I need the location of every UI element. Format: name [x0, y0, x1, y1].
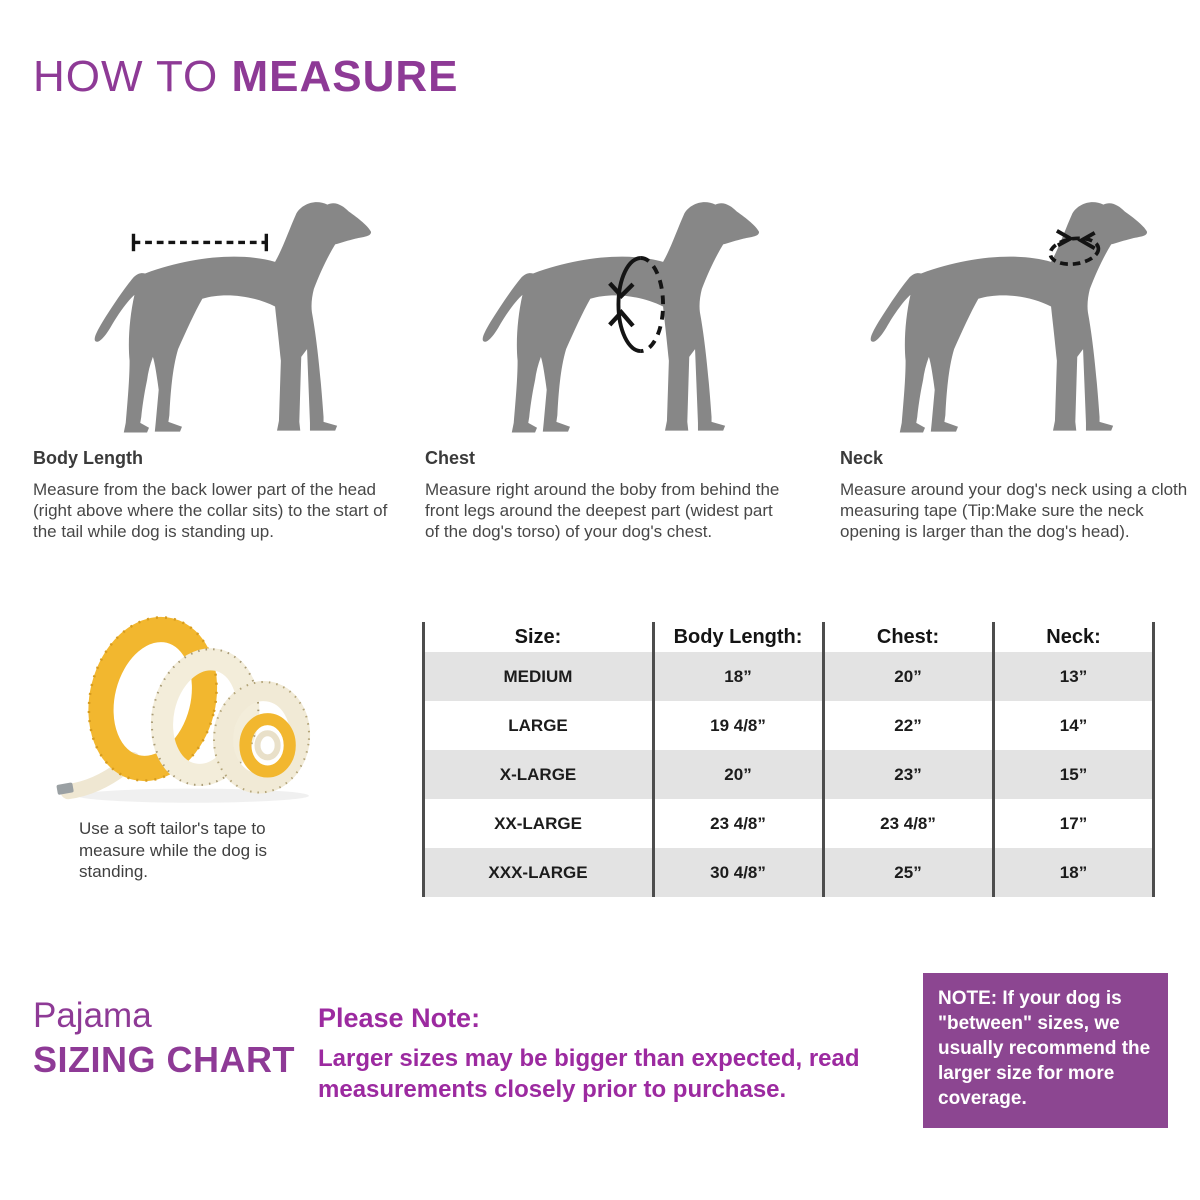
measurement-cell: 25”	[894, 862, 922, 882]
body-length-heading: Body Length	[33, 448, 143, 468]
page-title: HOW TO MEASURE	[33, 52, 459, 102]
measurement-cell: 23 4/8”	[880, 813, 936, 833]
size-table: Size: Body Length: Chest: Neck: MEDIUM 18” 20…	[422, 622, 1155, 897]
body-length-text: Measure from the back lower part of the …	[33, 480, 388, 541]
table-row: XXX-LARGE 30 4/8” 25” 18”	[423, 848, 1154, 897]
please-note-body: Larger sizes may be bigger than expected…	[318, 1045, 860, 1103]
page-title-light: HOW TO	[33, 52, 232, 101]
table-row: LARGE 19 4/8” 22” 14”	[423, 701, 1154, 750]
table-divider	[822, 622, 825, 897]
measurement-cell: 15”	[1059, 764, 1088, 784]
table-divider	[992, 622, 995, 897]
measurement-cell: 23”	[894, 764, 922, 784]
dog-silhouette	[870, 202, 1148, 433]
size-table-header: Size: Body Length: Chest: Neck:	[423, 622, 1154, 652]
measurement-cell: 20”	[724, 764, 752, 784]
measurement-cell: 30 4/8”	[710, 862, 766, 882]
neck-heading: Neck	[840, 448, 884, 468]
neck-text: Measure around your dog's neck using a c…	[840, 480, 1188, 541]
neck-girth-ellipse	[1048, 229, 1101, 266]
measurement-cell: 14”	[1059, 715, 1088, 735]
measurement-cell: 13”	[1059, 666, 1088, 686]
measurement-cell: 18”	[1059, 862, 1088, 882]
size-cell: X-LARGE	[499, 764, 577, 784]
product-name: Pajama	[33, 996, 152, 1035]
column-header: Size:	[514, 625, 562, 648]
size-cell: XX-LARGE	[494, 813, 582, 833]
table-divider	[422, 622, 425, 897]
size-cell: XXX-LARGE	[488, 862, 588, 882]
chest-heading: Chest	[425, 448, 476, 468]
page-title-bold: MEASURE	[231, 52, 459, 101]
table-divider	[1152, 622, 1155, 897]
table-row: MEDIUM 18” 20” 13”	[423, 652, 1154, 701]
table-divider	[652, 622, 655, 897]
chest-section: Chest Measure right around the boby from…	[425, 448, 787, 542]
table-row: XX-LARGE 23 4/8” 23 4/8” 17”	[423, 799, 1154, 848]
column-header: Body Length:	[673, 625, 803, 648]
measurement-cell: 20”	[894, 666, 922, 686]
body-length-section: Body Length Measure from the back lower …	[33, 448, 395, 542]
measurement-cell: 22”	[894, 715, 922, 735]
measurement-cell: 19 4/8”	[710, 715, 766, 735]
product-sizing-chart-label: Pajama SIZING CHART	[33, 995, 295, 1083]
size-cell: MEDIUM	[503, 666, 573, 686]
measurement-cell: 23 4/8”	[710, 813, 766, 833]
body-length-measure-line	[131, 233, 269, 252]
please-note-block: Please Note: Larger sizes may be bigger …	[318, 1003, 893, 1105]
chest-text: Measure right around the boby from behin…	[425, 480, 780, 541]
size-table-rows: MEDIUM 18” 20” 13” LARGE 19 4/8” 22” 14” X-LARGE…	[423, 652, 1154, 897]
dog-body-length-figure	[94, 202, 372, 433]
please-note-heading: Please Note:	[318, 1003, 481, 1033]
table-row: X-LARGE 20” 23” 15”	[423, 750, 1154, 799]
tape-measure-illustration	[56, 616, 311, 803]
sizing-chart-label: SIZING CHART	[33, 1039, 295, 1080]
dog-chest-figure	[482, 202, 760, 433]
tape-usage-note: Use a soft tailor's tape to measure whil…	[79, 819, 268, 881]
column-header: Neck:	[1046, 625, 1101, 648]
size-cell: LARGE	[508, 715, 568, 735]
between-sizes-note-box: NOTE: If your dog is "between" sizes, we…	[923, 973, 1168, 1128]
dog-silhouette	[94, 202, 372, 433]
measurement-cell: 18”	[724, 666, 752, 686]
measurement-cell: 17”	[1059, 813, 1088, 833]
neck-section: Neck Measure around your dog's neck usin…	[840, 448, 1200, 542]
dog-neck-figure	[870, 202, 1148, 433]
column-header: Chest:	[876, 625, 940, 648]
chest-girth-ellipse	[608, 256, 665, 354]
